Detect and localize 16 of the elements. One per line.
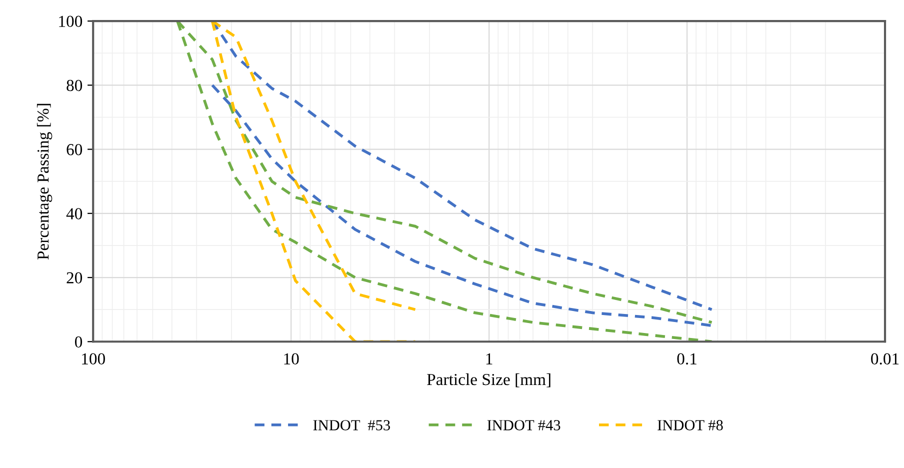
- x-axis-title: Particle Size [mm]: [427, 373, 550, 388]
- x-tick-label: 10: [284, 353, 299, 364]
- y-tick-label: 60: [66, 144, 82, 156]
- legend-label: INDOT #8: [658, 420, 723, 430]
- y-tick-label: 0: [74, 336, 82, 348]
- x-tick-label: 0.01: [871, 353, 899, 365]
- y-tick-label: 40: [66, 208, 82, 220]
- y-tick-label: 100: [59, 16, 82, 28]
- y-axis-title: Percentage Passing [%]: [36, 104, 52, 260]
- legend-label: INDOT #53: [313, 420, 390, 430]
- y-tick-label: 20: [66, 272, 82, 284]
- x-tick-label: 0.1: [677, 353, 696, 365]
- legend-label: INDOT #43: [487, 420, 560, 430]
- y-tick-label: 80: [66, 80, 82, 92]
- x-tick-label: 100: [82, 353, 105, 364]
- x-tick-label: 1: [486, 353, 492, 364]
